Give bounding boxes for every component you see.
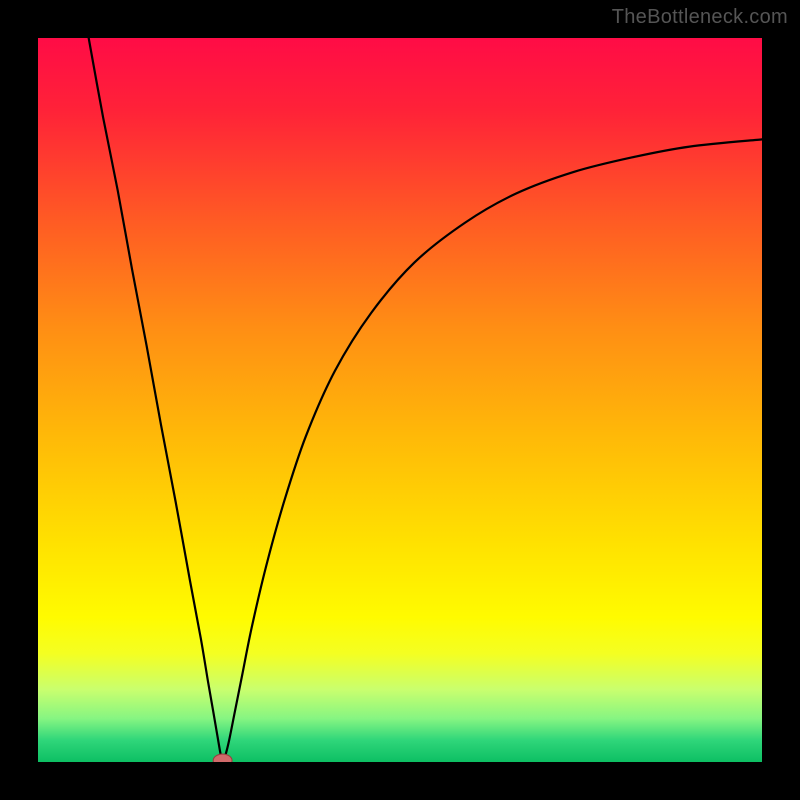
plot-area	[38, 38, 762, 762]
gradient-background	[38, 38, 762, 762]
bottleneck-chart	[38, 38, 762, 762]
watermark-text: TheBottleneck.com	[612, 6, 788, 29]
